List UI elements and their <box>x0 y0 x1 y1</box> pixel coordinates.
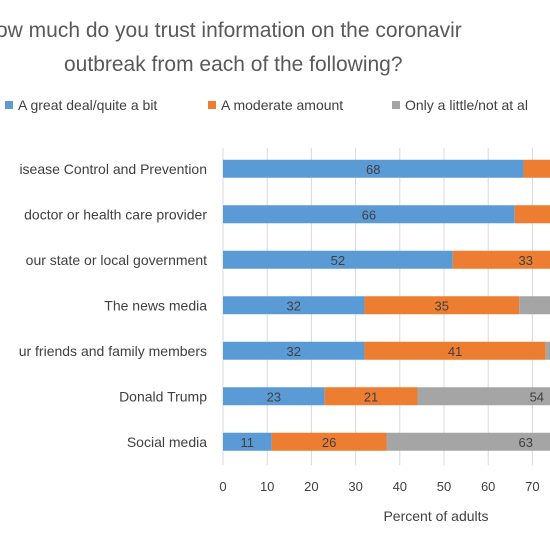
bars: 68 66 52 33 32 35 32 41 23 21 54 11 26 63 <box>223 159 550 451</box>
category-label: ur friends and family members <box>19 343 207 359</box>
data-label: 23 <box>267 389 281 404</box>
bar-segment <box>452 250 550 269</box>
bar-segment <box>223 205 515 224</box>
category-label: Donald Trump <box>119 388 207 404</box>
x-tick-labels: 0 10 20 30 40 50 60 70 <box>219 479 539 494</box>
legend: A great deal/quite a bit A moderate amoun… <box>5 97 528 113</box>
data-label: 33 <box>519 253 533 268</box>
category-label: The news media <box>104 297 207 313</box>
chart-title-line-2: outbreak from each of the following? <box>64 53 403 76</box>
bar-segment <box>545 341 550 360</box>
bar-segment <box>519 296 550 315</box>
legend-swatch <box>208 101 216 109</box>
x-tick-label: 20 <box>304 479 318 494</box>
data-label: 66 <box>362 207 376 222</box>
data-label: 35 <box>435 298 449 313</box>
category-label: isease Control and Prevention <box>19 161 207 177</box>
x-tick-label: 0 <box>219 479 226 494</box>
legend-label: A moderate amount <box>221 97 343 113</box>
data-label: 32 <box>286 344 300 359</box>
data-label: 26 <box>322 435 336 450</box>
data-label: 32 <box>286 298 300 313</box>
bar-segment <box>223 250 453 269</box>
bar-segment <box>223 387 325 406</box>
chart-title-line-1: ow much do you trust information on the … <box>0 19 462 42</box>
data-label: 11 <box>241 435 255 450</box>
x-tick-label: 40 <box>393 479 407 494</box>
legend-swatch <box>392 101 400 109</box>
bar-segment <box>386 432 550 451</box>
category-label: our state or local government <box>26 252 207 268</box>
bar-segment <box>364 296 520 315</box>
bar-segment <box>223 341 365 360</box>
legend-label: A great deal/quite a bit <box>18 97 157 113</box>
chart-title: ow much do you trust information on the … <box>0 19 462 76</box>
bar-segment <box>271 432 387 451</box>
legend-label: Only a little/not at al <box>405 97 528 113</box>
x-tick-label: 10 <box>260 479 274 494</box>
bar-segment <box>223 432 272 451</box>
bar-segment <box>514 205 550 224</box>
data-label: 68 <box>366 162 380 177</box>
data-label: 63 <box>519 435 533 450</box>
bar-segment <box>324 387 418 406</box>
x-tick-label: 60 <box>481 479 495 494</box>
bar-segment <box>523 159 550 178</box>
category-labels: isease Control and Prevention doctor or h… <box>19 161 208 450</box>
bar-segment <box>223 159 524 178</box>
data-label: 54 <box>530 389 544 404</box>
x-tick-label: 70 <box>525 479 539 494</box>
x-tick-label: 50 <box>437 479 451 494</box>
x-tick-label: 30 <box>348 479 362 494</box>
x-axis-title: Percent of adults <box>383 508 488 524</box>
data-label: 21 <box>364 389 378 404</box>
data-label: 41 <box>448 344 462 359</box>
data-label: 52 <box>331 253 345 268</box>
category-label: doctor or health care provider <box>24 206 207 222</box>
bar-segment <box>417 387 550 406</box>
bar-segment <box>223 296 365 315</box>
category-label: Social media <box>127 434 207 450</box>
legend-swatch <box>5 101 13 109</box>
bar-segment <box>364 341 546 360</box>
